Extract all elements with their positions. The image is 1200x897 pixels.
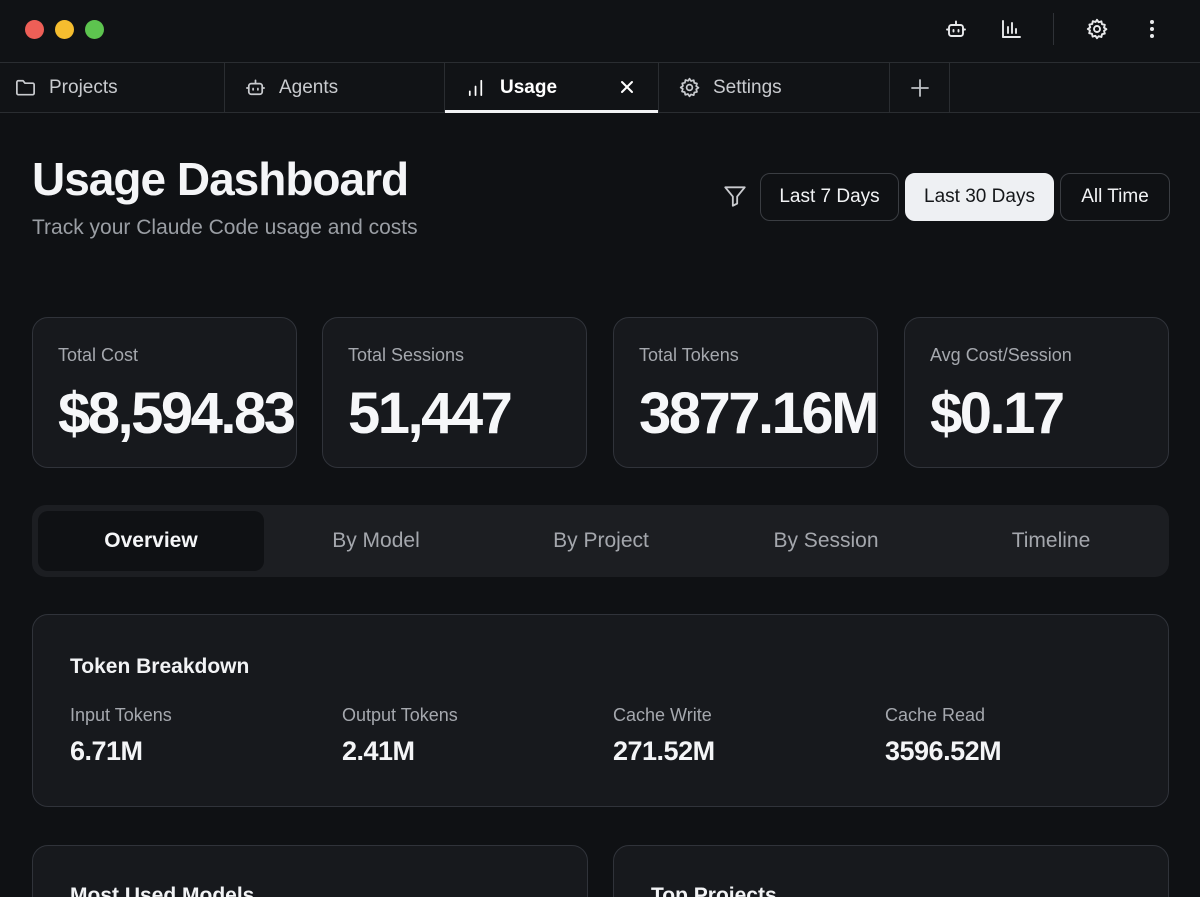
tab-label: Agents bbox=[279, 76, 339, 98]
gear-icon bbox=[1086, 18, 1108, 40]
stat-label: Total Cost bbox=[58, 345, 139, 365]
metric-label: Cache Write bbox=[613, 705, 712, 725]
tab-bar: Projects Agents Usage bbox=[0, 62, 1200, 113]
minimize-window-button[interactable] bbox=[55, 20, 74, 39]
robot-icon bbox=[246, 79, 265, 96]
close-window-button[interactable] bbox=[25, 20, 44, 39]
view-segmented-control: Overview By Model By Project By Session … bbox=[32, 505, 1169, 577]
metric-input-tokens: Input Tokens 6.71M bbox=[70, 705, 330, 767]
robot-icon bbox=[946, 20, 966, 37]
tab-label: Settings bbox=[713, 76, 782, 98]
metric-label: Input Tokens bbox=[70, 705, 172, 725]
more-vertical-icon bbox=[1150, 20, 1154, 38]
metric-cache-write: Cache Write 271.52M bbox=[613, 705, 873, 767]
metric-label: Cache Read bbox=[885, 705, 986, 725]
stat-value: 51,447 bbox=[348, 381, 513, 446]
stat-value: $8,594.83 bbox=[58, 381, 296, 446]
token-breakdown-card: Token Breakdown Input Tokens 6.71M Outpu… bbox=[32, 614, 1169, 807]
bar-chart-icon bbox=[1002, 20, 1021, 38]
metric-value: 3596.52M bbox=[885, 736, 1002, 766]
page-title: Usage Dashboard bbox=[32, 153, 409, 205]
segment-by-model[interactable]: By Model bbox=[332, 529, 420, 552]
window-titlebar bbox=[0, 0, 1200, 62]
close-tab-button[interactable] bbox=[616, 76, 638, 98]
segment-timeline[interactable]: Timeline bbox=[1011, 529, 1091, 552]
metric-cache-read: Cache Read 3596.52M bbox=[885, 705, 1145, 767]
filter-icon bbox=[722, 183, 750, 211]
page-subtitle: Track your Claude Code usage and costs bbox=[32, 216, 418, 239]
stat-label: Avg Cost/Session bbox=[930, 345, 1072, 365]
stat-card-total-cost: Total Cost $8,594.83 bbox=[32, 317, 297, 468]
tab-agents[interactable]: Agents bbox=[225, 63, 445, 112]
stat-card-avg-cost-session: Avg Cost/Session $0.17 bbox=[904, 317, 1169, 468]
range-all-time-button[interactable]: All Time bbox=[1060, 173, 1170, 221]
top-projects-card: Top Projects bbox=[613, 845, 1169, 897]
gear-icon bbox=[679, 77, 700, 98]
new-tab-button[interactable] bbox=[890, 63, 950, 112]
stat-card-total-tokens: Total Tokens 3877.16M bbox=[613, 317, 878, 468]
segment-by-project[interactable]: By Project bbox=[553, 529, 649, 552]
more-menu-button[interactable] bbox=[1135, 12, 1169, 46]
toolbar-divider bbox=[1053, 13, 1054, 45]
metric-value: 2.41M bbox=[342, 736, 415, 766]
tab-usage[interactable]: Usage bbox=[445, 63, 659, 113]
tab-projects[interactable]: Projects bbox=[0, 63, 225, 112]
most-used-models-card: Most Used Models bbox=[32, 845, 588, 897]
segment-overview[interactable]: Overview bbox=[38, 511, 264, 571]
card-title: Top Projects bbox=[651, 884, 777, 897]
folder-icon bbox=[16, 79, 35, 96]
range-last-30-days-button[interactable]: Last 30 Days bbox=[905, 173, 1054, 221]
stat-card-total-sessions: Total Sessions 51,447 bbox=[322, 317, 587, 468]
metric-value: 271.52M bbox=[613, 736, 715, 766]
usage-toolbar-button[interactable] bbox=[994, 12, 1028, 46]
tab-label: Usage bbox=[500, 76, 558, 98]
card-title: Most Used Models bbox=[70, 884, 255, 897]
stat-value: 3877.16M bbox=[639, 381, 877, 446]
close-icon bbox=[621, 81, 633, 93]
plus-icon bbox=[910, 78, 929, 97]
segment-by-session[interactable]: By Session bbox=[773, 529, 879, 552]
stat-label: Total Tokens bbox=[639, 345, 739, 365]
agents-toolbar-button[interactable] bbox=[939, 12, 973, 46]
card-title: Token Breakdown bbox=[70, 655, 250, 678]
maximize-window-button[interactable] bbox=[85, 20, 104, 39]
stat-value: $0.17 bbox=[930, 381, 1065, 446]
metric-label: Output Tokens bbox=[342, 705, 458, 725]
tab-label: Projects bbox=[49, 76, 118, 98]
tab-settings[interactable]: Settings bbox=[659, 63, 890, 112]
stat-label: Total Sessions bbox=[348, 345, 465, 365]
range-last-7-days-button[interactable]: Last 7 Days bbox=[760, 173, 899, 221]
metric-output-tokens: Output Tokens 2.41M bbox=[342, 705, 602, 767]
signal-bars-icon bbox=[468, 79, 483, 97]
settings-toolbar-button[interactable] bbox=[1080, 12, 1114, 46]
metric-value: 6.71M bbox=[70, 736, 143, 766]
